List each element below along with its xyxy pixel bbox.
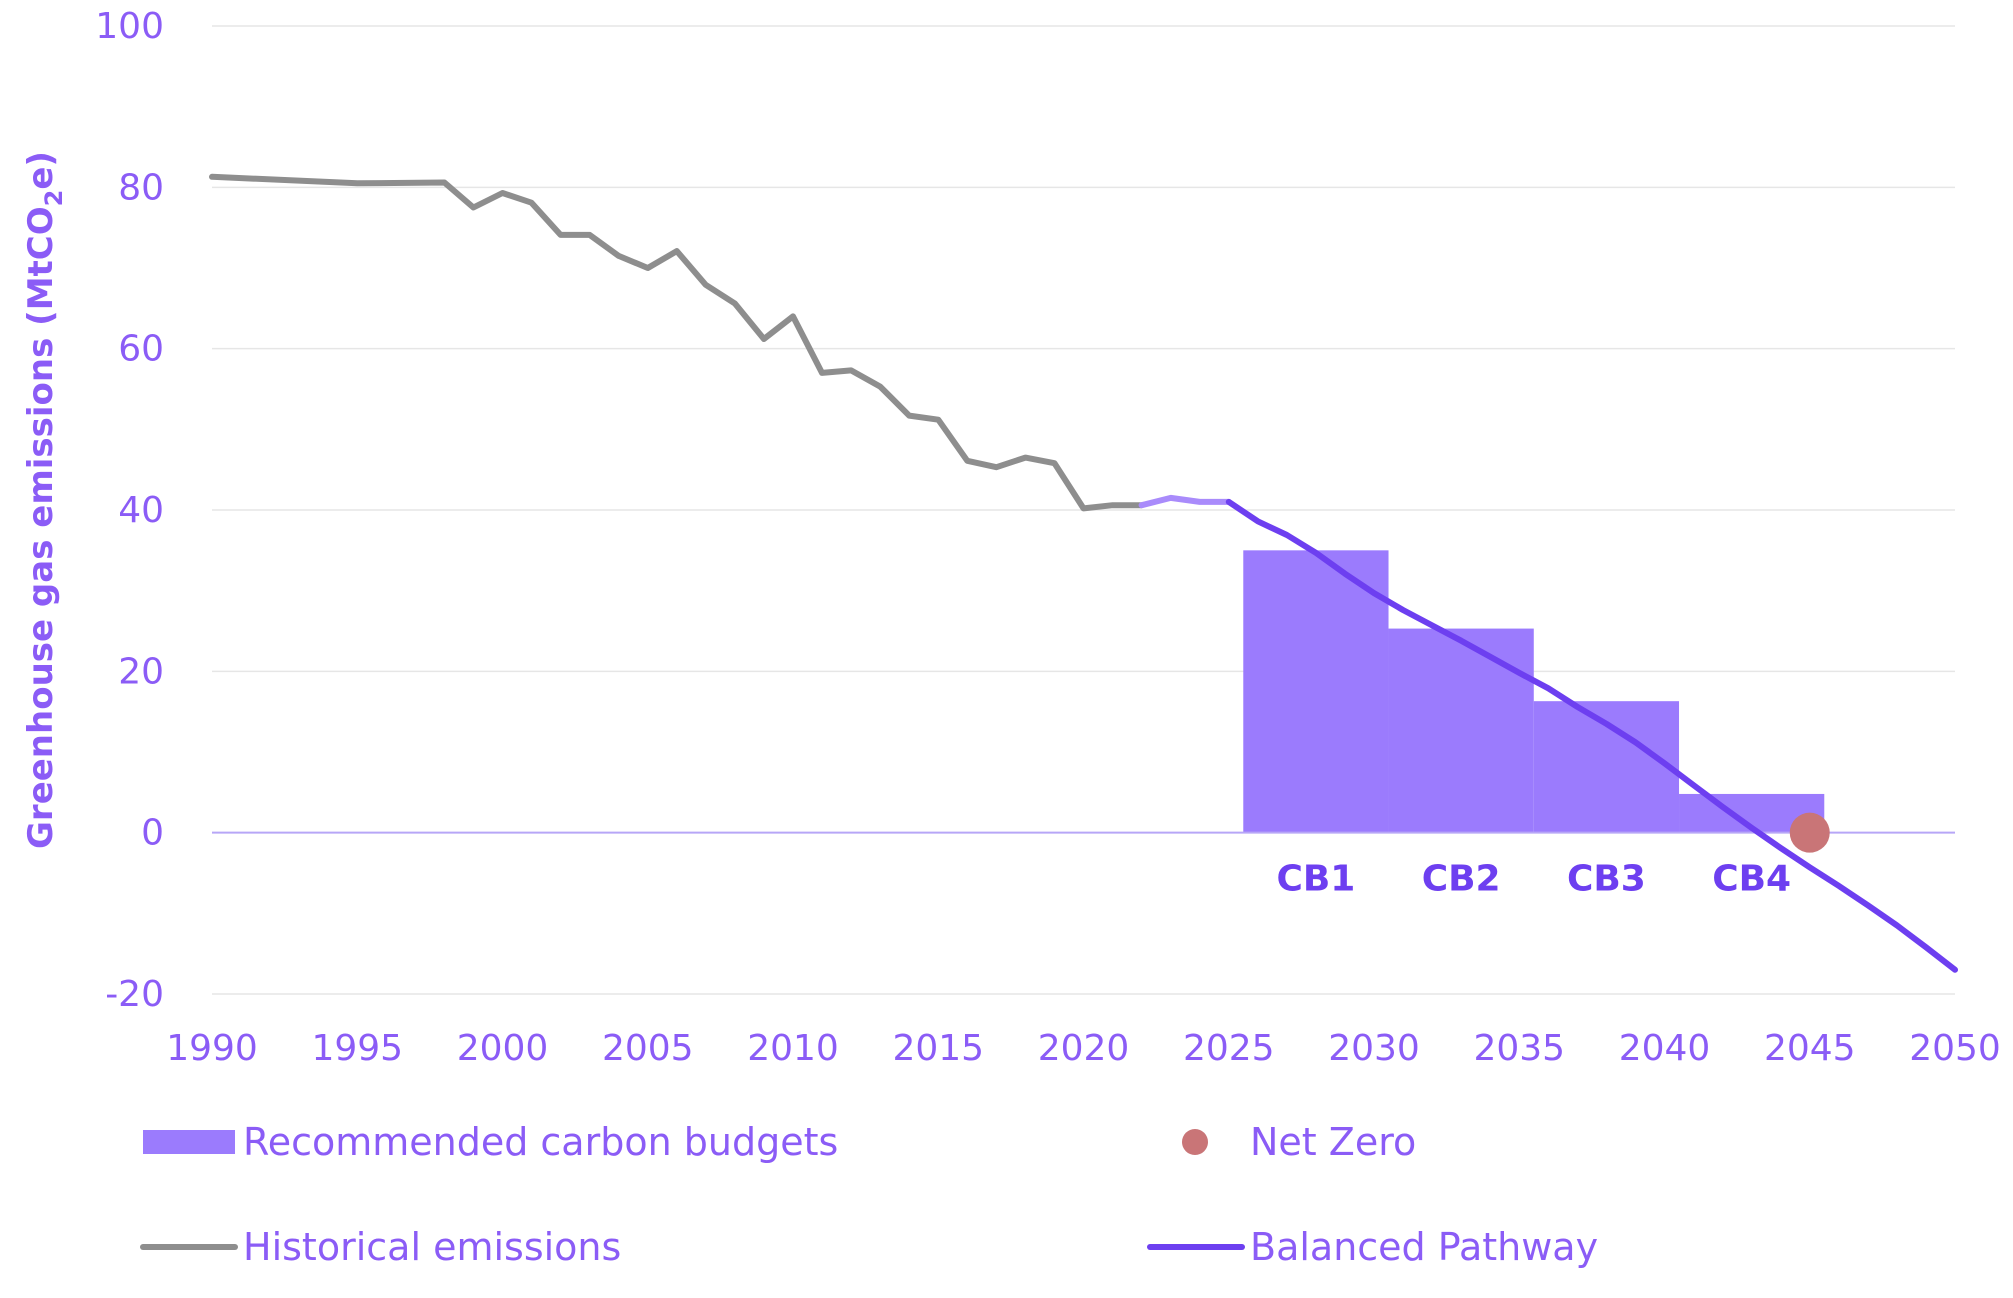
x-tick-label: 2050 <box>1909 1028 2001 1069</box>
x-tick-label: 2030 <box>1328 1028 1420 1069</box>
legend: Recommended carbon budgets Net Zero Histor… <box>140 1120 1598 1269</box>
y-tick-label: 0 <box>141 813 164 854</box>
y-axis-ticks: -20 0 20 40 60 80 100 <box>95 6 164 1015</box>
net-zero-point <box>1789 812 1830 853</box>
legend-label: Historical emissions <box>243 1225 621 1269</box>
net-zero-marker <box>1789 812 1830 853</box>
y-tick-label: 20 <box>118 651 164 692</box>
y-tick-label: 60 <box>118 329 164 370</box>
x-tick-label: 2045 <box>1764 1028 1856 1069</box>
legend-swatch-budgets <box>143 1130 235 1154</box>
x-tick-label: 2040 <box>1619 1028 1711 1069</box>
x-tick-label: 2015 <box>892 1028 984 1069</box>
legend-label: Net Zero <box>1250 1120 1416 1164</box>
y-tick-label: -20 <box>105 974 164 1015</box>
x-axis-ticks: 1990 1995 2000 2005 2010 2015 2020 2025 2030 2035… <box>166 1028 2001 1069</box>
x-tick-label: 2005 <box>602 1028 694 1069</box>
y-tick-label: 40 <box>118 490 164 531</box>
x-tick-label: 2025 <box>1183 1028 1275 1069</box>
series-line <box>1225 498 1958 973</box>
series-line <box>1138 494 1232 509</box>
carbon-budget-bar <box>1243 550 1389 833</box>
x-tick-label: 2010 <box>747 1028 839 1069</box>
legend-swatch-net-zero <box>1182 1129 1208 1155</box>
legend-label: Balanced Pathway <box>1250 1225 1598 1269</box>
x-tick-label: 2020 <box>1038 1028 1130 1069</box>
carbon-budget-bar <box>1388 628 1534 833</box>
carbon-budget-bars <box>1243 550 1825 833</box>
x-tick-label: 2035 <box>1473 1028 1565 1069</box>
carbon-budget-label: CB2 <box>1422 859 1501 900</box>
series-line <box>209 173 1145 512</box>
x-tick-label: 1995 <box>311 1028 403 1069</box>
y-tick-label: 80 <box>118 167 164 208</box>
legend-label: Recommended carbon budgets <box>243 1120 838 1164</box>
y-tick-label: 100 <box>95 6 164 47</box>
carbon-budget-labels: CB1 CB2 CB3 CB4 <box>1276 859 1791 900</box>
carbon-budget-label: CB3 <box>1567 859 1646 900</box>
carbon-budget-label: CB4 <box>1712 859 1791 900</box>
x-tick-label: 2000 <box>457 1028 549 1069</box>
series-lines <box>209 173 1958 973</box>
carbon-budget-label: CB1 <box>1276 859 1355 900</box>
y-axis-title: Greenhouse gas emissions (MtCO2e) <box>21 151 68 849</box>
x-tick-label: 1990 <box>166 1028 258 1069</box>
